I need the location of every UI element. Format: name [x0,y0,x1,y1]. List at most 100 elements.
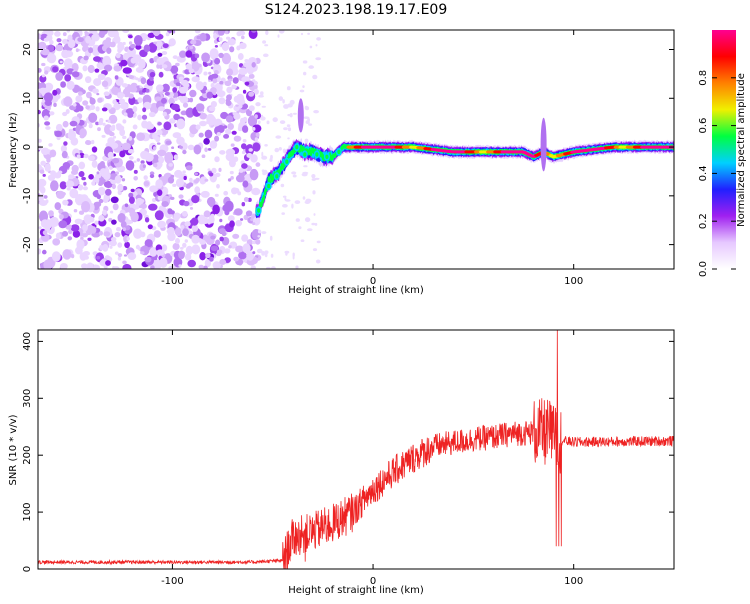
spectrogram-noise-speckle [149,247,158,257]
spectrogram-noise-speckle [307,32,310,35]
spectrogram-noise-speckle [88,216,95,223]
spectrogram-noise-speckle [38,184,44,191]
spectrogram-noise-speckle [162,111,167,117]
spectrogram-noise-speckle [75,95,83,103]
spectrogram-noise-speckle [312,74,318,80]
spectrogram-noise-speckle [167,208,173,215]
spectrogram-noise-speckle [117,256,121,261]
spectrogram-noise-speckle [47,174,56,181]
spectrogram-noise-speckle [42,230,48,236]
spectrogram-noise-speckle [225,148,236,156]
spectrogram-noise-speckle [38,109,41,115]
spectrogram-noise-speckle [185,183,191,189]
spectrogram-noise-speckle [110,196,119,204]
spectrogram-noise-speckle [66,187,71,191]
spectrogram-noise-speckle [185,63,193,70]
spectrogram-noise-speckle [133,176,138,181]
spectrogram-noise-speckle [227,38,236,46]
spectrogram-noise-speckle [198,132,204,138]
spectrogram-noise-speckle [219,150,226,155]
spectrogram-noise-speckle [158,106,165,112]
spectrogram-noise-speckle [232,233,240,239]
spectrogram-noise-speckle [55,72,64,81]
spectrogram-noise-speckle [147,32,155,38]
spectrogram-x-tick-label: -100 [161,276,184,287]
spectrogram-noise-speckle [77,37,84,43]
spectrogram-noise-speckle [214,172,221,178]
spectrogram-noise-speckle [48,143,53,147]
spectrogram-noise-speckle [116,146,124,152]
spectrogram-noise-speckle [182,170,186,174]
spectrogram-noise-speckle [127,252,137,260]
spectrogram-noise-speckle [265,30,269,36]
spectrogram-noise-speckle [191,224,199,232]
spectrogram-noise-speckle [173,113,181,121]
spectrogram-noise-speckle [198,264,204,269]
spectrogram-noise-speckle [229,155,232,159]
spectrogram-noise-speckle [94,68,100,73]
snr-x-label: Height of straight line (km) [288,585,424,596]
spectrogram-noise-speckle [67,34,73,42]
spectrogram-noise-speckle [243,197,249,202]
spectrogram-ridge-blob-core [257,208,261,213]
spectrogram-noise-speckle [44,70,49,75]
spectrogram-noise-speckle [63,96,73,107]
spectrogram-noise-speckle [110,41,116,48]
spectrogram-noise-speckle [299,89,305,93]
spectrogram-noise-speckle [244,81,250,86]
spectrogram-noise-speckle [43,115,49,121]
spectrogram-noise-speckle [244,59,249,63]
spectrogram-noise-speckle [224,80,232,87]
spectrogram-noise-speckle [248,105,255,112]
spectrogram-noise-speckle [163,61,172,72]
spectrogram-noise-speckle [182,102,189,108]
spectrogram-noise-speckle [278,147,282,151]
spectrogram-noise-speckle [281,212,286,215]
spectrogram-noise-speckle [168,97,175,106]
spectrogram-noise-speckle [216,90,226,98]
spectrogram-noise-speckle [81,201,91,213]
spectrogram-noise-speckle [241,150,246,155]
spectrogram-noise-speckle [69,188,79,199]
spectrogram-noise-speckle [128,156,134,160]
spectrogram-noise-speckle [300,239,305,242]
spectrogram-noise-speckle [61,49,70,59]
spectrogram-noise-speckle [175,178,185,188]
spectrogram-noise-speckle [261,105,266,108]
spectrogram-noise-speckle [250,265,256,269]
spectrogram-noise-speckle [227,215,235,222]
spectrogram-noise-speckle [49,149,57,158]
spectrogram-noise-speckle [178,194,184,199]
spectrogram-noise-speckle [252,251,256,255]
spectrogram-noise-speckle [226,94,232,101]
spectrogram-noise-speckle [172,132,182,139]
spectrogram-noise-speckle [230,143,235,147]
spectrogram-noise-speckle [142,107,147,113]
spectrogram-noise-speckle [239,42,247,50]
spectrogram-noise-speckle [44,121,51,126]
spectrogram-noise-speckle [209,256,214,262]
spectrogram-noise-speckle [225,115,234,123]
spectrogram-noise-speckle [76,181,80,184]
spectrogram-noise-speckle [128,196,135,204]
spectrogram-noise-speckle [119,150,126,158]
spectrogram-noise-speckle [214,57,221,65]
spectrogram-noise-speckle [312,248,318,252]
spectrogram-noise-speckle [206,113,215,124]
spectrogram-noise-speckle [109,126,116,132]
spectrogram-noise-speckle [185,107,195,118]
spectrogram-noise-speckle [99,230,103,236]
spectrogram-noise-speckle [122,260,127,265]
spectrogram-noise-speckle [157,149,167,157]
spectrogram-noise-speckle [311,174,316,179]
spectrogram-noise-speckle [225,100,232,106]
spectrogram-noise-speckle [76,154,81,159]
spectrogram-noise-speckle [143,175,148,181]
colorbar-label: Normalized spectral amplitude [736,73,747,227]
spectrogram-noise-speckle [55,232,62,240]
spectrogram-noise-speckle [245,210,253,217]
spectrogram-noise-speckle [82,186,88,191]
snr-y-label: SNR (10 * v/v) [8,414,19,485]
